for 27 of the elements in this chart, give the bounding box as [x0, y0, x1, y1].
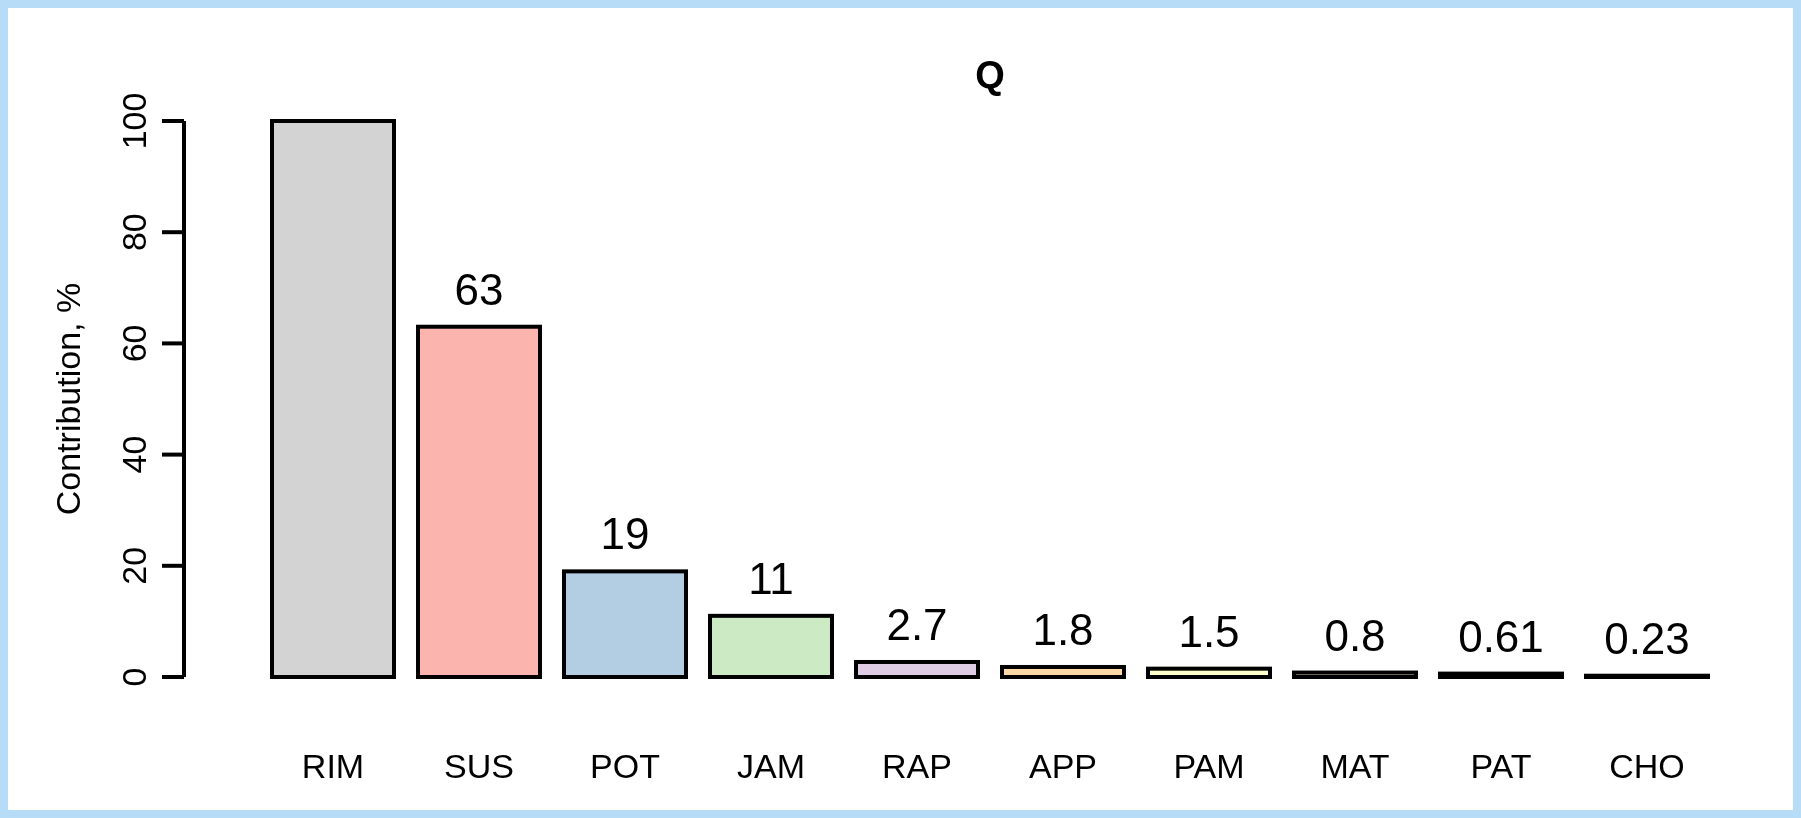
- x-tick-label: MAT: [1320, 747, 1390, 785]
- data-label: 2.7: [886, 599, 948, 649]
- data-label: 0.8: [1324, 610, 1386, 660]
- y-tick-label: 0: [115, 667, 153, 687]
- y-axis-title: Contribution, %: [49, 282, 87, 516]
- y-tick-label: 60: [115, 324, 153, 363]
- data-label: 0.23: [1604, 613, 1690, 663]
- x-tick-label: PAT: [1470, 747, 1532, 785]
- y-tick-label: 100: [115, 92, 153, 150]
- x-tick-label: APP: [1028, 747, 1098, 785]
- x-tick-label: PAM: [1173, 747, 1245, 785]
- x-tick-label: RIM: [301, 747, 365, 785]
- y-tick-label: 80: [115, 213, 153, 252]
- x-tick-label: SUS: [444, 747, 514, 785]
- x-tick-label: JAM: [737, 747, 805, 785]
- data-label: 0.61: [1458, 611, 1544, 661]
- y-tick-label: 40: [115, 435, 153, 474]
- chart-title: Q: [975, 54, 1005, 96]
- data-label: 11: [748, 553, 794, 603]
- data-label: 19: [600, 509, 650, 559]
- y-tick-label: 20: [115, 546, 153, 585]
- data-label: 1.5: [1178, 606, 1240, 656]
- data-label: 63: [454, 264, 504, 314]
- x-tick-label: RAP: [882, 747, 952, 785]
- x-tick-label: CHO: [1609, 747, 1685, 785]
- x-tick-label: POT: [590, 747, 660, 785]
- data-label: 1.8: [1032, 604, 1094, 654]
